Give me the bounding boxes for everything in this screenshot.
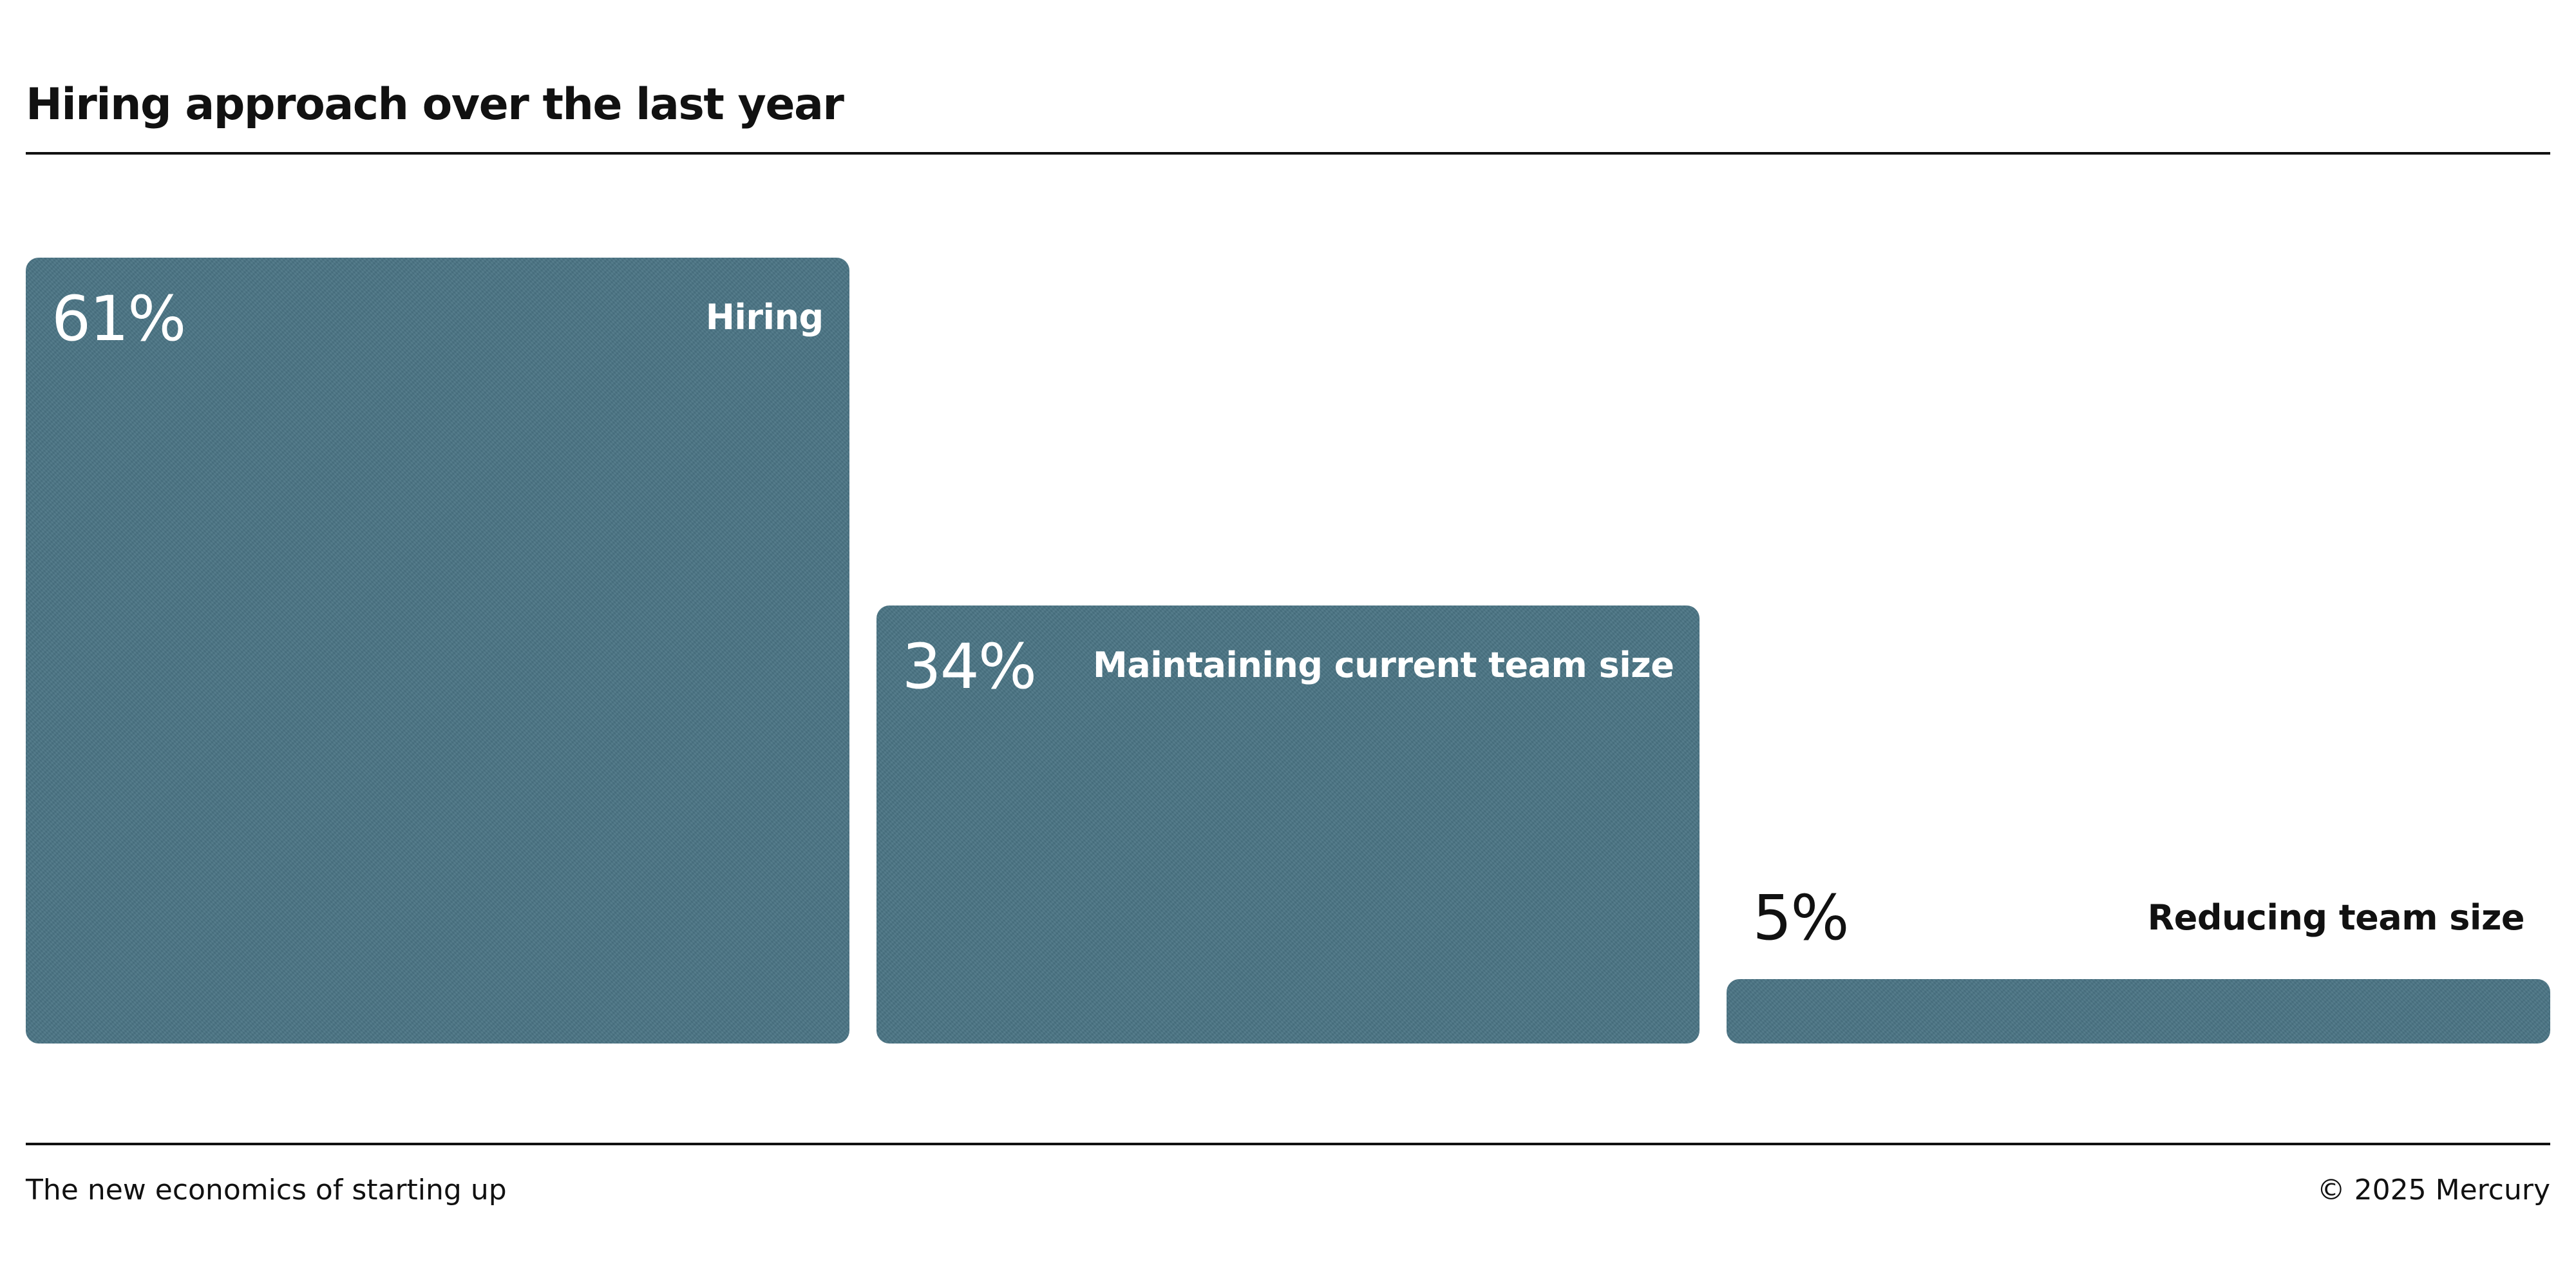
bar-chart: 61% Hiring 34% Maintaining current team siz… — [26, 193, 2550, 1044]
bar-3 — [1727, 979, 2550, 1044]
bar-value-label: 5% — [1752, 882, 1849, 954]
footer-divider — [26, 1143, 2550, 1145]
bar-category-label: Reducing team size — [2147, 897, 2525, 938]
bar-value-label: 61% — [52, 283, 186, 355]
bar-value-label: 34% — [902, 631, 1037, 703]
bar-1 — [26, 258, 849, 1044]
footer-publication-title: The new economics of starting up — [26, 1174, 507, 1206]
bar-category-label: Hiring — [705, 297, 824, 338]
page-title: Hiring approach over the last year — [26, 79, 844, 130]
header-divider — [26, 152, 2550, 155]
bar-category-label: Maintaining current team size — [1093, 645, 1674, 685]
footer-copyright: © 2025 Mercury — [2316, 1174, 2550, 1206]
bar-2 — [876, 605, 1700, 1044]
